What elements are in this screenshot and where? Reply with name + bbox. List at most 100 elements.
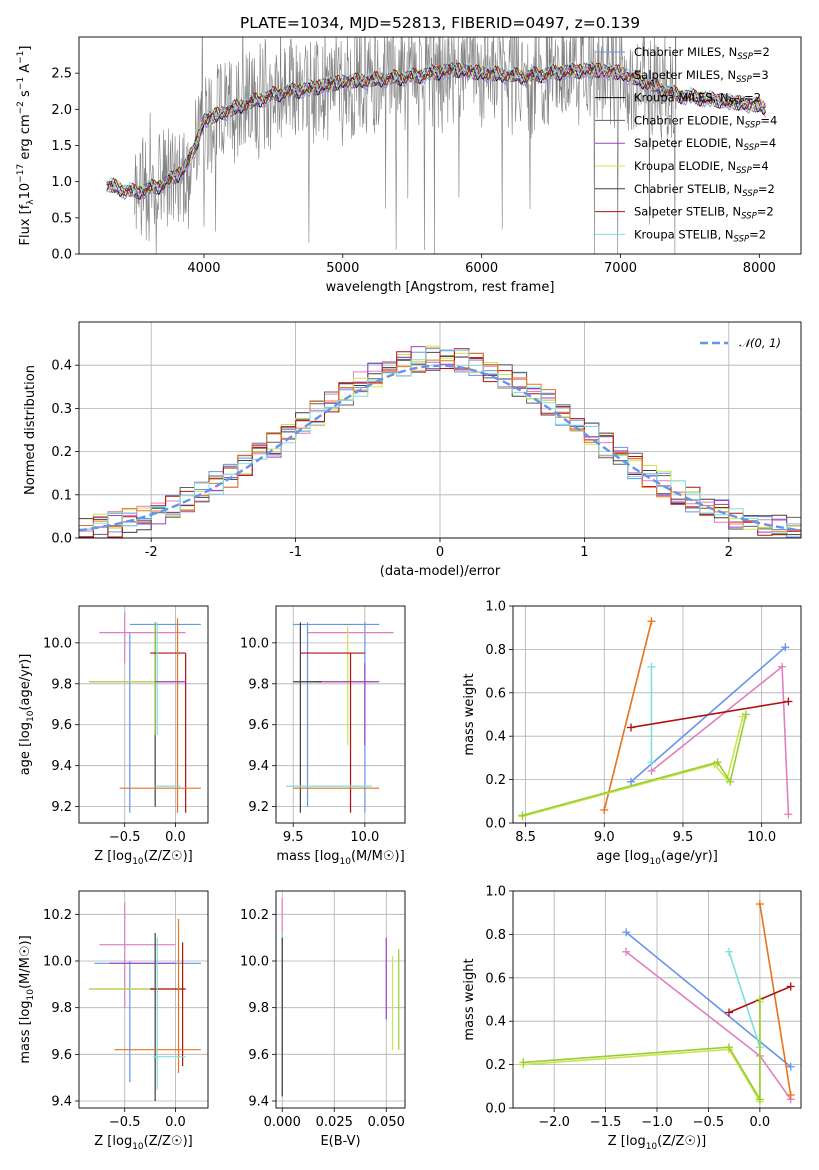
x-axis-label-main: age [log	[596, 849, 649, 864]
x-tick-label: 10.0	[747, 830, 776, 845]
y-tick-label: 0.2	[485, 773, 506, 788]
grid	[79, 891, 208, 1108]
y-tick-label: 9.4	[51, 1095, 72, 1110]
x-tick-label: 1	[580, 545, 588, 560]
observed-spectrum	[134, 37, 677, 254]
model-spectrum	[106, 63, 766, 200]
axes-frame	[275, 605, 406, 824]
x-tick-label: 2	[725, 545, 733, 560]
y-axis-label-part: erg cm	[18, 114, 33, 163]
y-tick-label: 10.2	[240, 908, 269, 923]
x-tick-label: 8.5	[515, 830, 536, 845]
y-axis-label-part: 10	[18, 183, 33, 200]
y-tick-label: 9.6	[248, 1048, 269, 1063]
y-axis-label-part: −1	[16, 77, 26, 90]
ticks: 0.000 0.025 0.050 9.4 9.6 9.8 10.0 10.2	[240, 908, 405, 1130]
x-tick-label: −0.5	[109, 1115, 141, 1130]
panel-massweight_vs_age: 8.5 9.0 9.5 10.0 0.0 0.2 0.4 0.6 0.8 1.0 mass weig…	[462, 600, 802, 867]
y-tick-label: 9.4	[51, 759, 72, 774]
legend-label-sub: SSP	[736, 75, 752, 85]
x-tick-label: 9.5	[673, 830, 694, 845]
ticks: −2.0 −1.5 −1.0 −0.5 0.0 0.0 0.2 0.4 0.6 0.8 1.0	[485, 885, 770, 1131]
y-tick-label: 9.8	[248, 1001, 269, 1016]
legend-label-sub: SSP	[745, 120, 761, 130]
plot-area	[89, 612, 201, 813]
weight-line	[522, 716, 744, 818]
grid	[276, 891, 405, 1108]
weight-line	[523, 999, 761, 1103]
axes-frame	[78, 36, 802, 255]
legend-label-sub: SSP	[744, 143, 760, 153]
y-axis-label-part: −1	[16, 51, 26, 64]
x-axis-label-main: Z [log	[608, 1134, 646, 1149]
y-tick-label: 0.2	[485, 1058, 506, 1073]
y-axis-label-part: age [log	[18, 722, 33, 775]
x-tick-label: -2	[145, 545, 158, 560]
grid	[79, 606, 208, 823]
legend-label-rest: =4	[760, 113, 777, 127]
y-tick-label: 2.0	[51, 103, 72, 118]
y-tick-label: 1.0	[485, 885, 506, 900]
x-axis-label-sub: 10	[649, 857, 661, 867]
y-tick-label: 9.2	[51, 800, 72, 815]
y-axis-label-part: −17	[16, 164, 26, 183]
y-axis-label: mass weight	[462, 673, 477, 755]
y-axis-label-part: λ	[26, 199, 36, 205]
normal-curve	[79, 364, 801, 532]
legend-label-sub: SSP	[736, 166, 752, 176]
y-axis-label-part: A	[18, 64, 33, 77]
x-tick-label: 7000	[604, 261, 637, 276]
y-tick-label: 1.0	[51, 175, 72, 190]
legend-label: Salpeter STELIB, NSSP=2	[634, 205, 774, 222]
legend-label-sub: SSP	[729, 98, 745, 108]
x-tick-label: −0.5	[109, 830, 141, 845]
axes-frame	[78, 321, 802, 539]
x-axis-label: (data-model)/error	[380, 564, 501, 579]
x-tick-label: 8000	[743, 261, 776, 276]
legend-label-rest: =2	[749, 227, 766, 241]
y-tick-label: 9.6	[51, 718, 72, 733]
y-tick-label: 9.6	[248, 718, 269, 733]
y-tick-label: 0.5	[51, 211, 72, 226]
y-tick-label: 1.5	[51, 139, 72, 154]
y-tick-label: 9.8	[51, 677, 72, 692]
x-axis-label-rest: (Z/Z☉)]	[144, 849, 193, 864]
legend-label-rest: =4	[752, 159, 769, 173]
x-axis-label-rest: (age/yr)]	[661, 849, 718, 864]
legend-label-main: Salpeter MILES, N	[634, 68, 736, 82]
legend-label: Chabrier ELODIE, NSSP=4	[634, 113, 777, 130]
grid	[276, 606, 405, 823]
y-tick-label: 10.0	[240, 955, 269, 970]
weight-line	[603, 621, 653, 811]
legend-label-rest: =4	[759, 136, 776, 150]
y-tick-label: 9.8	[248, 677, 269, 692]
legend-label-main: Kroupa MILES, N	[634, 91, 729, 105]
y-tick-label: 0.2	[51, 445, 72, 460]
axes-frame	[512, 890, 802, 1109]
y-tick-label: 0.1	[51, 488, 72, 503]
legend-label-main: Kroupa ELODIE, N	[634, 159, 736, 173]
legend-label-rest: =2	[744, 91, 761, 105]
x-tick-label: 0.0	[750, 1115, 771, 1130]
legend-label-rest: =2	[757, 205, 774, 219]
weight-line	[630, 700, 789, 729]
weight-line	[523, 1001, 761, 1105]
y-tick-label: 0.4	[51, 359, 72, 374]
x-tick-label: 0.050	[368, 1115, 405, 1130]
y-tick-label: 9.6	[51, 1048, 72, 1063]
x-axis-label: mass [log10(M/M☉)]	[276, 849, 404, 867]
y-axis-label-part: 10	[26, 710, 36, 722]
plot-area	[106, 37, 766, 254]
plot-area	[281, 898, 400, 1097]
residual-histogram	[79, 352, 801, 532]
y-tick-label: 0.0	[51, 532, 72, 547]
legend-label: 𝒩(0, 1)	[739, 336, 781, 350]
x-axis-label-rest: (Z/Z☉)]	[657, 1134, 706, 1149]
x-axis-label-sub: 10	[132, 857, 144, 867]
legend-label: Salpeter ELODIE, NSSP=4	[634, 136, 776, 153]
axes-frame	[78, 605, 209, 824]
x-tick-label: 5000	[326, 261, 359, 276]
grid	[513, 605, 801, 824]
